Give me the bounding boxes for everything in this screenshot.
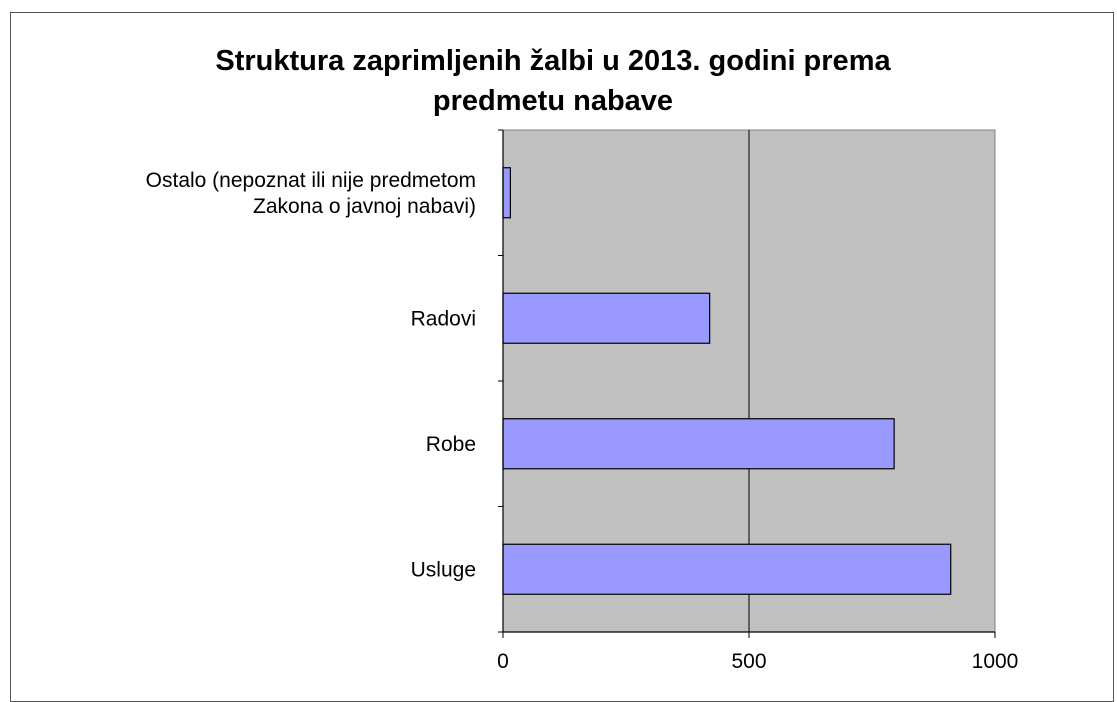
chart-title-line-2: predmetu nabave [433,85,673,117]
x-tick-label-0: 0 [497,650,509,673]
bar-2 [502,418,895,470]
category-label-0-1: Zakona o javnoj nabavi) [253,195,476,218]
bar-3 [502,543,952,595]
chart-title-line-1: Struktura zaprimljenih žalbi u 2013. god… [215,45,891,77]
category-label-3-0: Usluge [411,558,476,581]
category-labels: Ostalo (nepoznat ili nije predmetom Zakon… [146,169,476,582]
category-label-0-0: Ostalo (nepoznat ili nije predmetom [146,169,476,192]
bars [502,167,952,595]
bar-0 [502,167,511,219]
tick-labels: 0 500 1000 [497,650,1018,673]
category-label-1-0: Radovi [411,307,476,330]
axes [498,129,996,638]
x-tick-label-2: 1000 [972,650,1019,673]
x-tick-label-1: 500 [731,650,766,673]
bar-1 [502,292,711,344]
category-label-2-0: Robe [426,433,476,456]
